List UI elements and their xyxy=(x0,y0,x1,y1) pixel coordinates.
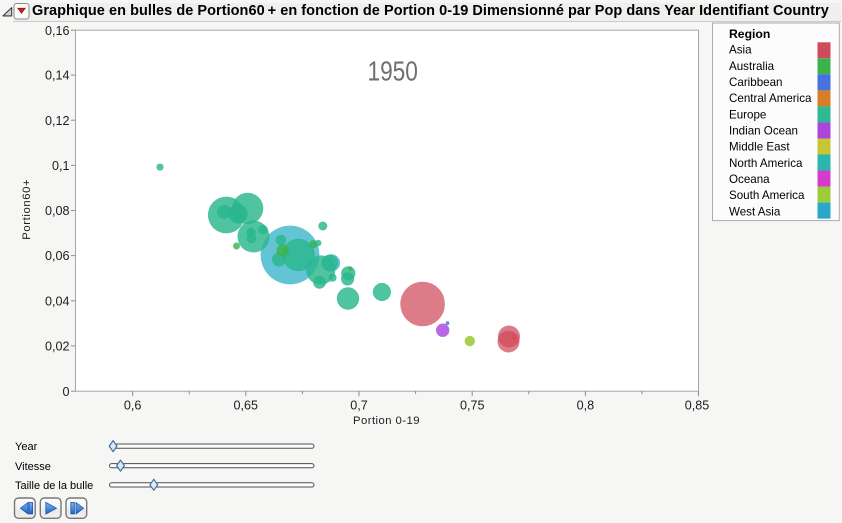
svg-text:Oceana: Oceana xyxy=(729,173,770,186)
svg-text:Vitesse: Vitesse xyxy=(15,461,51,473)
svg-text:0,85: 0,85 xyxy=(685,399,710,413)
svg-text:South America: South America xyxy=(729,189,805,202)
svg-text:0: 0 xyxy=(62,385,69,399)
svg-text:0,75: 0,75 xyxy=(460,399,485,413)
svg-text:1950: 1950 xyxy=(367,56,418,87)
svg-text:Caribbean: Caribbean xyxy=(729,76,783,89)
svg-text:0,14: 0,14 xyxy=(45,69,70,83)
svg-text:0,02: 0,02 xyxy=(45,340,70,354)
svg-text:Taille de la bulle: Taille de la bulle xyxy=(15,480,93,492)
svg-text:Portion 0-19: Portion 0-19 xyxy=(353,415,420,427)
svg-text:North America: North America xyxy=(729,157,803,170)
svg-text:Portion60+: Portion60+ xyxy=(21,179,33,240)
svg-text:0,16: 0,16 xyxy=(45,24,70,38)
svg-text:0,12: 0,12 xyxy=(45,114,70,128)
svg-text:0,7: 0,7 xyxy=(350,399,368,413)
svg-text:0,65: 0,65 xyxy=(234,399,259,413)
svg-text:Middle East: Middle East xyxy=(729,141,790,154)
svg-text:Central America: Central America xyxy=(729,92,812,105)
svg-text:Europe: Europe xyxy=(729,108,766,121)
svg-text:0,04: 0,04 xyxy=(45,294,70,308)
svg-text:Indian Ocean: Indian Ocean xyxy=(729,124,798,137)
svg-text:0,08: 0,08 xyxy=(45,204,70,218)
svg-text:Australia: Australia xyxy=(729,60,775,73)
svg-text:0,8: 0,8 xyxy=(577,399,595,413)
svg-text:0,06: 0,06 xyxy=(45,249,70,263)
svg-text:Region: Region xyxy=(729,27,770,41)
svg-text:Asia: Asia xyxy=(729,44,752,57)
svg-text:0,1: 0,1 xyxy=(52,159,70,173)
svg-text:Year: Year xyxy=(15,441,38,453)
svg-text:West Asia: West Asia xyxy=(729,205,781,218)
svg-text:0,6: 0,6 xyxy=(124,399,142,413)
